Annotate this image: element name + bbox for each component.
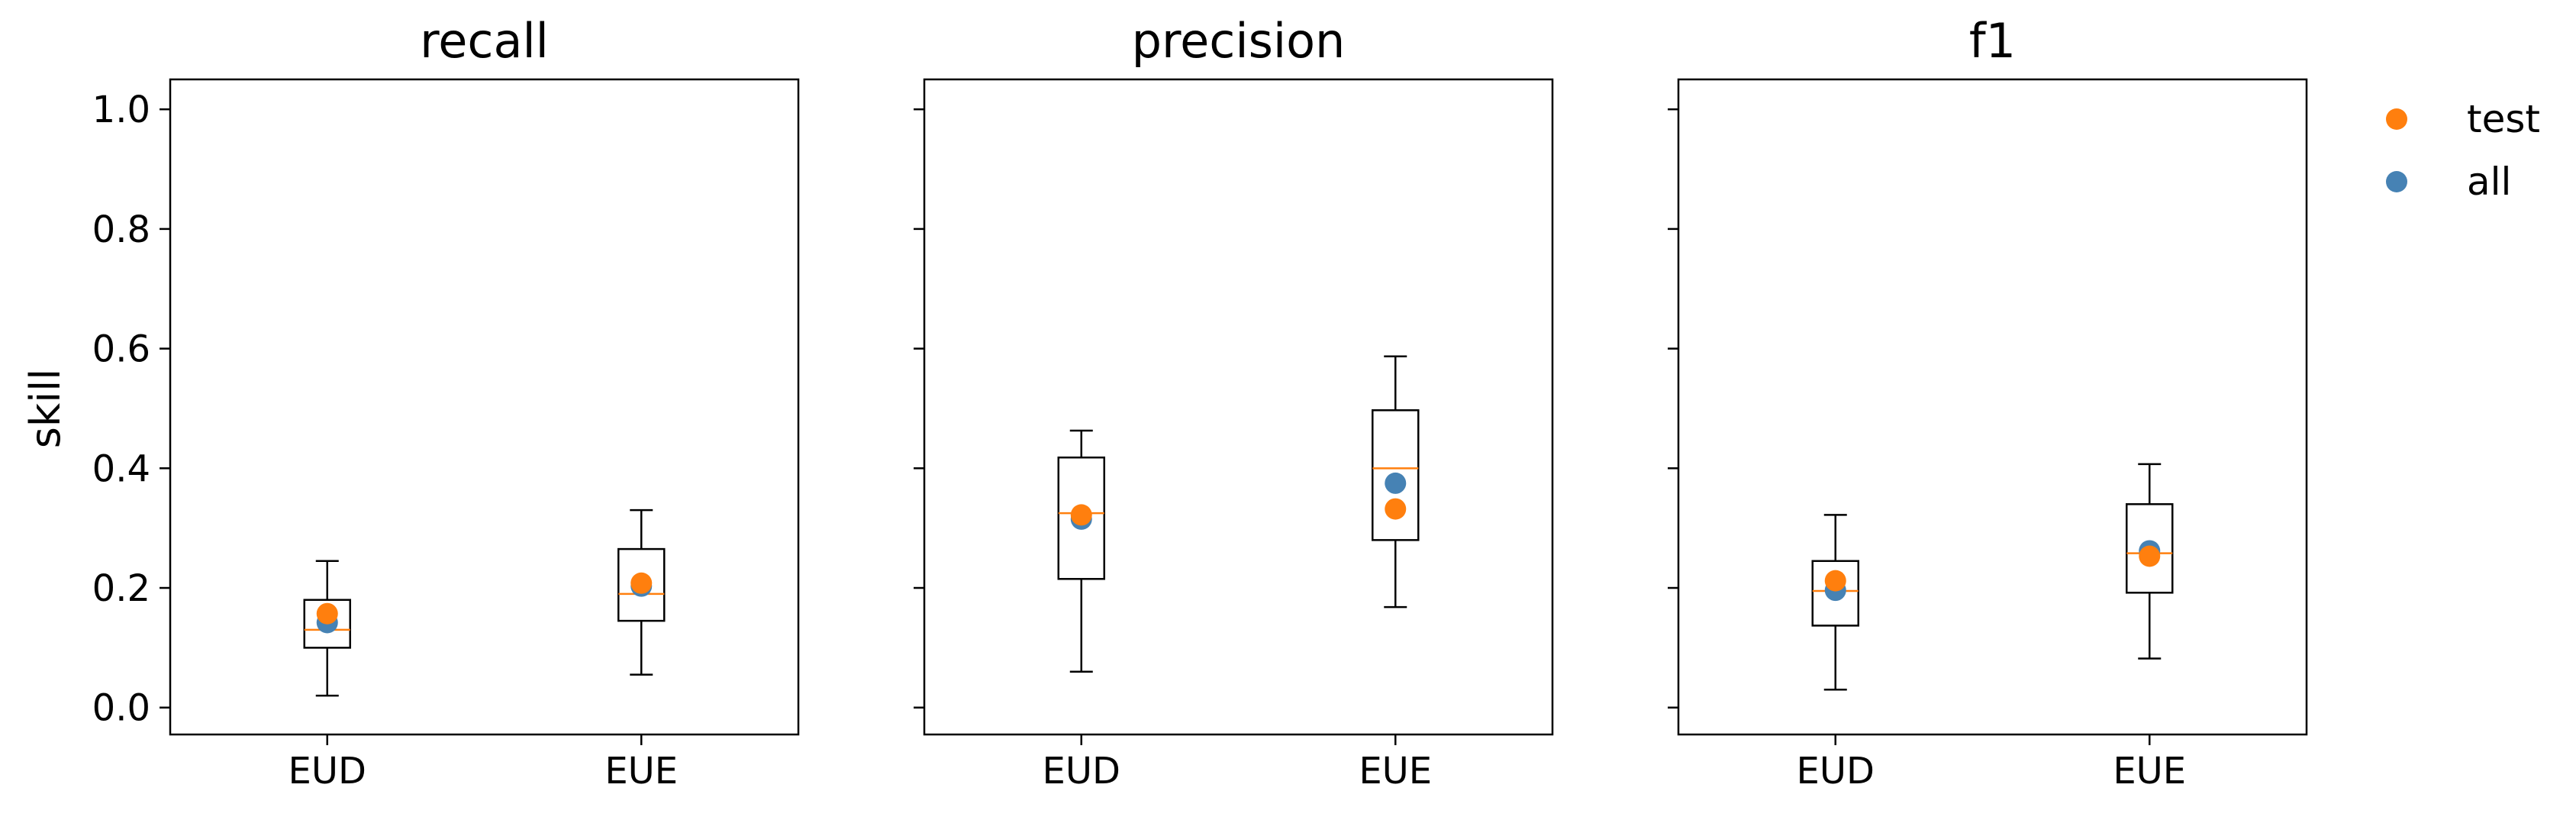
point-test-EUE [2139,545,2161,567]
plot-frame [923,78,1554,736]
x-tick-label: EUD [289,750,366,793]
x-tick-label: EUE [605,750,678,793]
box-iqr [1057,456,1105,580]
plot-frame [169,78,800,736]
y-tick-label: 0.8 [92,208,150,251]
point-test-EUE [1385,498,1407,520]
box-iqr [1811,560,1859,627]
y-tick-label: 1.0 [92,89,150,131]
box-EUD [1811,514,1859,691]
x-tick-label: EUE [2113,750,2186,793]
x-tick-label: EUE [1359,750,1432,793]
legend-label-test: test [2467,97,2540,141]
panel-title: recall [420,13,549,69]
y-tick-label: 0.2 [92,567,150,610]
panel-f1: f1 EUD EUE [1668,13,2308,793]
legend-marker-all [2386,171,2407,192]
y-tick-label: 0.4 [92,447,150,490]
box-iqr [617,547,666,622]
legend: test all [2386,97,2540,204]
point-test-EUD [1070,504,1092,526]
y-tick-label: 0.0 [92,687,150,730]
panel-precision: precision EUD EUE [914,13,1554,793]
box-iqr [303,599,351,649]
x-tick-label: EUD [1043,750,1120,793]
panel-recall: recall 0.0 0.2 0.4 0.6 0.8 1.0 EUD EUE [92,13,800,793]
panels-group: recall 0.0 0.2 0.4 0.6 0.8 1.0 EUD EUE precision E… [92,13,2308,793]
box-EUE [2126,463,2174,660]
panel-title: f1 [1969,13,2016,69]
point-test-EUD [1824,570,1846,592]
y-tick-label: 0.6 [92,328,150,371]
point-test-EUD [316,602,338,625]
legend-label-all: all [2467,160,2511,204]
point-test-EUE [630,572,653,594]
box-EUE [1372,355,1420,609]
box-EUD [1057,429,1105,673]
plot-frame [1677,78,2308,736]
x-tick-label: EUD [1797,750,1875,793]
panel-title: precision [1132,13,1346,69]
box-iqr [2126,503,2174,594]
y-axis-label: skill [21,369,69,448]
box-iqr [1372,409,1420,541]
point-all-EUE [1385,472,1407,494]
legend-marker-test [2386,108,2407,130]
